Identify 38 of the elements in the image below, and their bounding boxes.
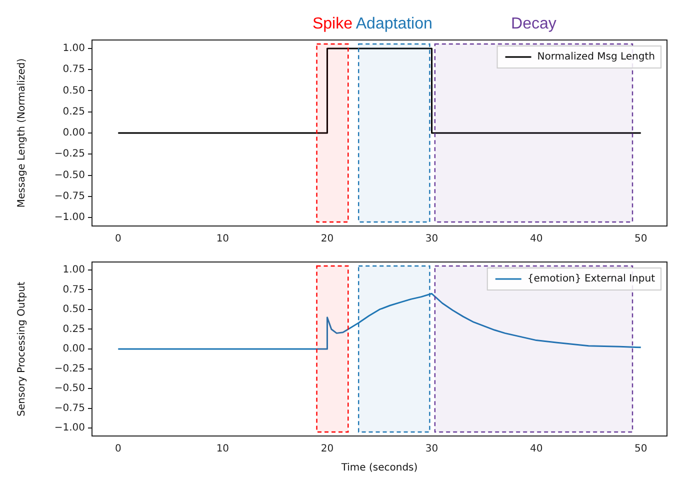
x-tick-label: 40 xyxy=(530,444,543,455)
y-tick-label: 0.25 xyxy=(62,324,85,335)
x-tick-label: 0 xyxy=(114,444,122,455)
y-tick-label: −0.25 xyxy=(54,363,85,374)
x-axis-title: Time (seconds) xyxy=(340,462,418,474)
y-tick-label: 0.00 xyxy=(62,344,85,355)
y-tick-label: −1.00 xyxy=(54,212,85,224)
y-tick-label: −0.75 xyxy=(54,402,85,414)
y-tick-label: 0.00 xyxy=(62,128,85,139)
x-tick-label: 50 xyxy=(634,444,648,455)
y-tick-label: 0.50 xyxy=(62,85,85,96)
y-tick-label: 0.75 xyxy=(62,64,85,76)
x-tick-label: 20 xyxy=(320,234,334,245)
x-tick-label: 40 xyxy=(530,234,543,245)
y-tick-label: −0.50 xyxy=(54,170,85,181)
x-tick-label: 0 xyxy=(114,234,122,245)
y-tick-label: −0.50 xyxy=(54,383,85,394)
y-axis-title: Sensory Processing Output xyxy=(16,282,28,416)
band-label: Decay xyxy=(511,15,556,32)
x-tick-label: 50 xyxy=(634,234,648,245)
x-tick-label: 10 xyxy=(216,444,230,455)
y-tick-label: 0.25 xyxy=(62,106,85,118)
y-tick-label: −1.00 xyxy=(54,422,85,434)
band-label: Adaptation xyxy=(356,15,432,32)
y-axis-title: Message Length (Normalized) xyxy=(16,58,28,208)
y-tick-label: 1.00 xyxy=(62,264,85,276)
legend-label: Normalized Msg Length xyxy=(537,52,656,63)
x-tick-label: 30 xyxy=(425,234,438,245)
x-tick-label: 20 xyxy=(320,444,334,455)
x-tick-label: 10 xyxy=(216,234,230,245)
y-tick-label: 1.00 xyxy=(62,43,85,54)
y-tick-label: 0.50 xyxy=(62,304,85,316)
x-tick-label: 30 xyxy=(425,444,438,455)
y-tick-label: −0.25 xyxy=(54,148,85,160)
legend-label: {emotion} External Input xyxy=(527,274,656,285)
y-tick-label: 0.75 xyxy=(62,284,85,296)
band-label: Spike xyxy=(312,15,353,32)
y-tick-label: −0.75 xyxy=(54,191,85,202)
